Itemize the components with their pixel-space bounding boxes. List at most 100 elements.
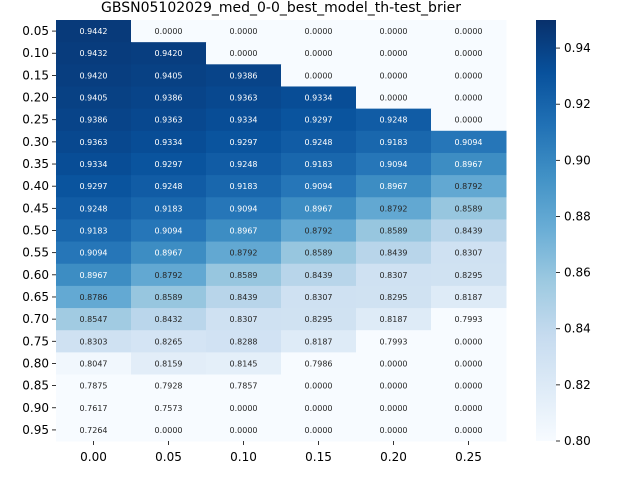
cell-value-label: 0.9386: [80, 116, 108, 125]
cell-value-label: 0.8439: [230, 293, 258, 302]
y-tick-label: 0.55: [22, 246, 49, 260]
cell-value-label: 0.8792: [155, 271, 183, 280]
cell-value-label: 0.7875: [80, 382, 108, 391]
cell-value-label: 0.0000: [305, 49, 333, 58]
heatmap-cell: [206, 374, 282, 398]
heatmap-cell: [131, 308, 207, 331]
cell-value-label: 0.9386: [230, 71, 258, 80]
cell-value-label: 0.0000: [455, 382, 483, 391]
heatmap-cell: [431, 108, 507, 132]
y-tick-label: 0.05: [22, 24, 49, 38]
heatmap-cell: [206, 197, 282, 220]
cell-value-label: 0.0000: [230, 426, 258, 435]
cell-value-label: 0.7617: [80, 404, 108, 413]
cell-value-label: 0.8589: [230, 271, 258, 280]
cell-value-label: 0.8288: [230, 337, 258, 346]
cell-value-label: 0.9183: [155, 204, 183, 213]
heatmap-cell: [56, 263, 132, 287]
y-axis: 0.05 0.10 0.15 0.20 0.25 0.30 0.35 0.40 0.45 0.50…: [22, 24, 56, 437]
heatmap-cell: [131, 42, 207, 65]
heatmap-cell: [281, 175, 357, 198]
heatmap-cell: [431, 175, 507, 198]
cell-value-label: 0.0000: [230, 49, 258, 58]
heatmap-cell: [281, 396, 357, 420]
cell-value-label: 0.8439: [305, 271, 333, 280]
heatmap-cell: [56, 308, 132, 331]
cell-value-label: 0.7993: [455, 315, 483, 324]
y-tick-label: 0.25: [22, 113, 49, 127]
cell-value-label: 0.0000: [455, 49, 483, 58]
cell-value-label: 0.0000: [305, 404, 333, 413]
cell-value-label: 0.8187: [455, 293, 483, 302]
heatmap-cell: [206, 130, 282, 154]
x-axis: 0.00 0.05 0.10 0.15 0.20 0.25: [80, 441, 482, 464]
cell-value-label: 0.8547: [80, 315, 108, 324]
cell-value-label: 0.8792: [455, 182, 483, 191]
heatmap-cell: [431, 374, 507, 398]
heatmap-cell: [206, 219, 282, 243]
y-tick-label: 0.95: [22, 423, 49, 437]
cell-value-label: 0.0000: [380, 426, 408, 435]
cell-value-label: 0.9183: [305, 160, 333, 169]
heatmap-cell: [431, 20, 507, 43]
cell-value-label: 0.0000: [305, 71, 333, 80]
cell-value-label: 0.8967: [380, 182, 408, 191]
heatmap-cell: [431, 64, 507, 87]
colorbar-tick-label: 0.80: [564, 434, 591, 448]
heatmap-cell: [206, 308, 282, 331]
cell-value-label: 0.8047: [80, 359, 108, 368]
cell-value-label: 0.8187: [380, 315, 408, 324]
heatmap-cell: [356, 20, 432, 43]
cell-value-label: 0.9297: [230, 138, 258, 147]
heatmap-cell: [281, 130, 357, 154]
cell-value-label: 0.9363: [230, 94, 258, 103]
heatmap-cell: [281, 418, 357, 442]
heatmap-cell: [131, 197, 207, 220]
cell-value-label: 0.9334: [230, 116, 258, 125]
colorbar-tick-label: 0.92: [564, 97, 591, 111]
cell-value-label: 0.8967: [80, 271, 108, 280]
cell-value-label: 0.9334: [80, 160, 108, 169]
heatmap-cell: [356, 418, 432, 442]
cell-value-label: 0.8307: [380, 271, 408, 280]
cell-value-label: 0.8786: [80, 293, 108, 302]
cell-value-label: 0.8307: [455, 249, 483, 258]
heatmap-cell: [56, 374, 132, 398]
heatmap-cell: [431, 86, 507, 110]
heatmap-cell: [431, 263, 507, 287]
heatmap-cell: [356, 396, 432, 420]
heatmap-cell: [281, 42, 357, 65]
heatmap-cell: [356, 152, 432, 176]
cell-value-label: 0.9432: [80, 49, 108, 58]
cell-value-label: 0.9363: [80, 138, 108, 147]
cell-value-label: 0.8589: [155, 293, 183, 302]
cell-value-label: 0.8295: [455, 271, 483, 280]
cell-value-label: 0.9363: [155, 116, 183, 125]
cell-value-label: 0.0000: [455, 27, 483, 36]
colorbar-tick-label: 0.84: [564, 322, 591, 336]
cell-value-label: 0.0000: [380, 71, 408, 80]
cell-value-label: 0.9094: [155, 227, 183, 236]
y-tick-label: 0.80: [22, 356, 49, 370]
heatmap-cell: [131, 374, 207, 398]
heatmap-cell: [56, 130, 132, 154]
cell-value-label: 0.9334: [155, 138, 183, 147]
heatmap-cell: [431, 352, 507, 376]
heatmap-cell: [356, 42, 432, 65]
cell-value-label: 0.0000: [455, 426, 483, 435]
heatmap-cell: [131, 352, 207, 376]
heatmap-cell: [356, 330, 432, 353]
cell-value-label: 0.7993: [380, 337, 408, 346]
cell-value-label: 0.7573: [155, 404, 183, 413]
cell-value-label: 0.9297: [305, 116, 333, 125]
cell-value-label: 0.8187: [305, 337, 333, 346]
cell-value-label: 0.9297: [155, 160, 183, 169]
cell-value-label: 0.9094: [380, 160, 408, 169]
cell-value-label: 0.7264: [80, 426, 108, 435]
cell-value-label: 0.8303: [80, 337, 108, 346]
heatmap-cell: [131, 396, 207, 420]
cell-value-label: 0.0000: [455, 359, 483, 368]
chart-title: GBSN05102029_med_0-0_best_model_th-test_…: [101, 0, 461, 16]
heatmap-cell: [281, 152, 357, 176]
colorbar-tick-label: 0.94: [564, 41, 591, 55]
